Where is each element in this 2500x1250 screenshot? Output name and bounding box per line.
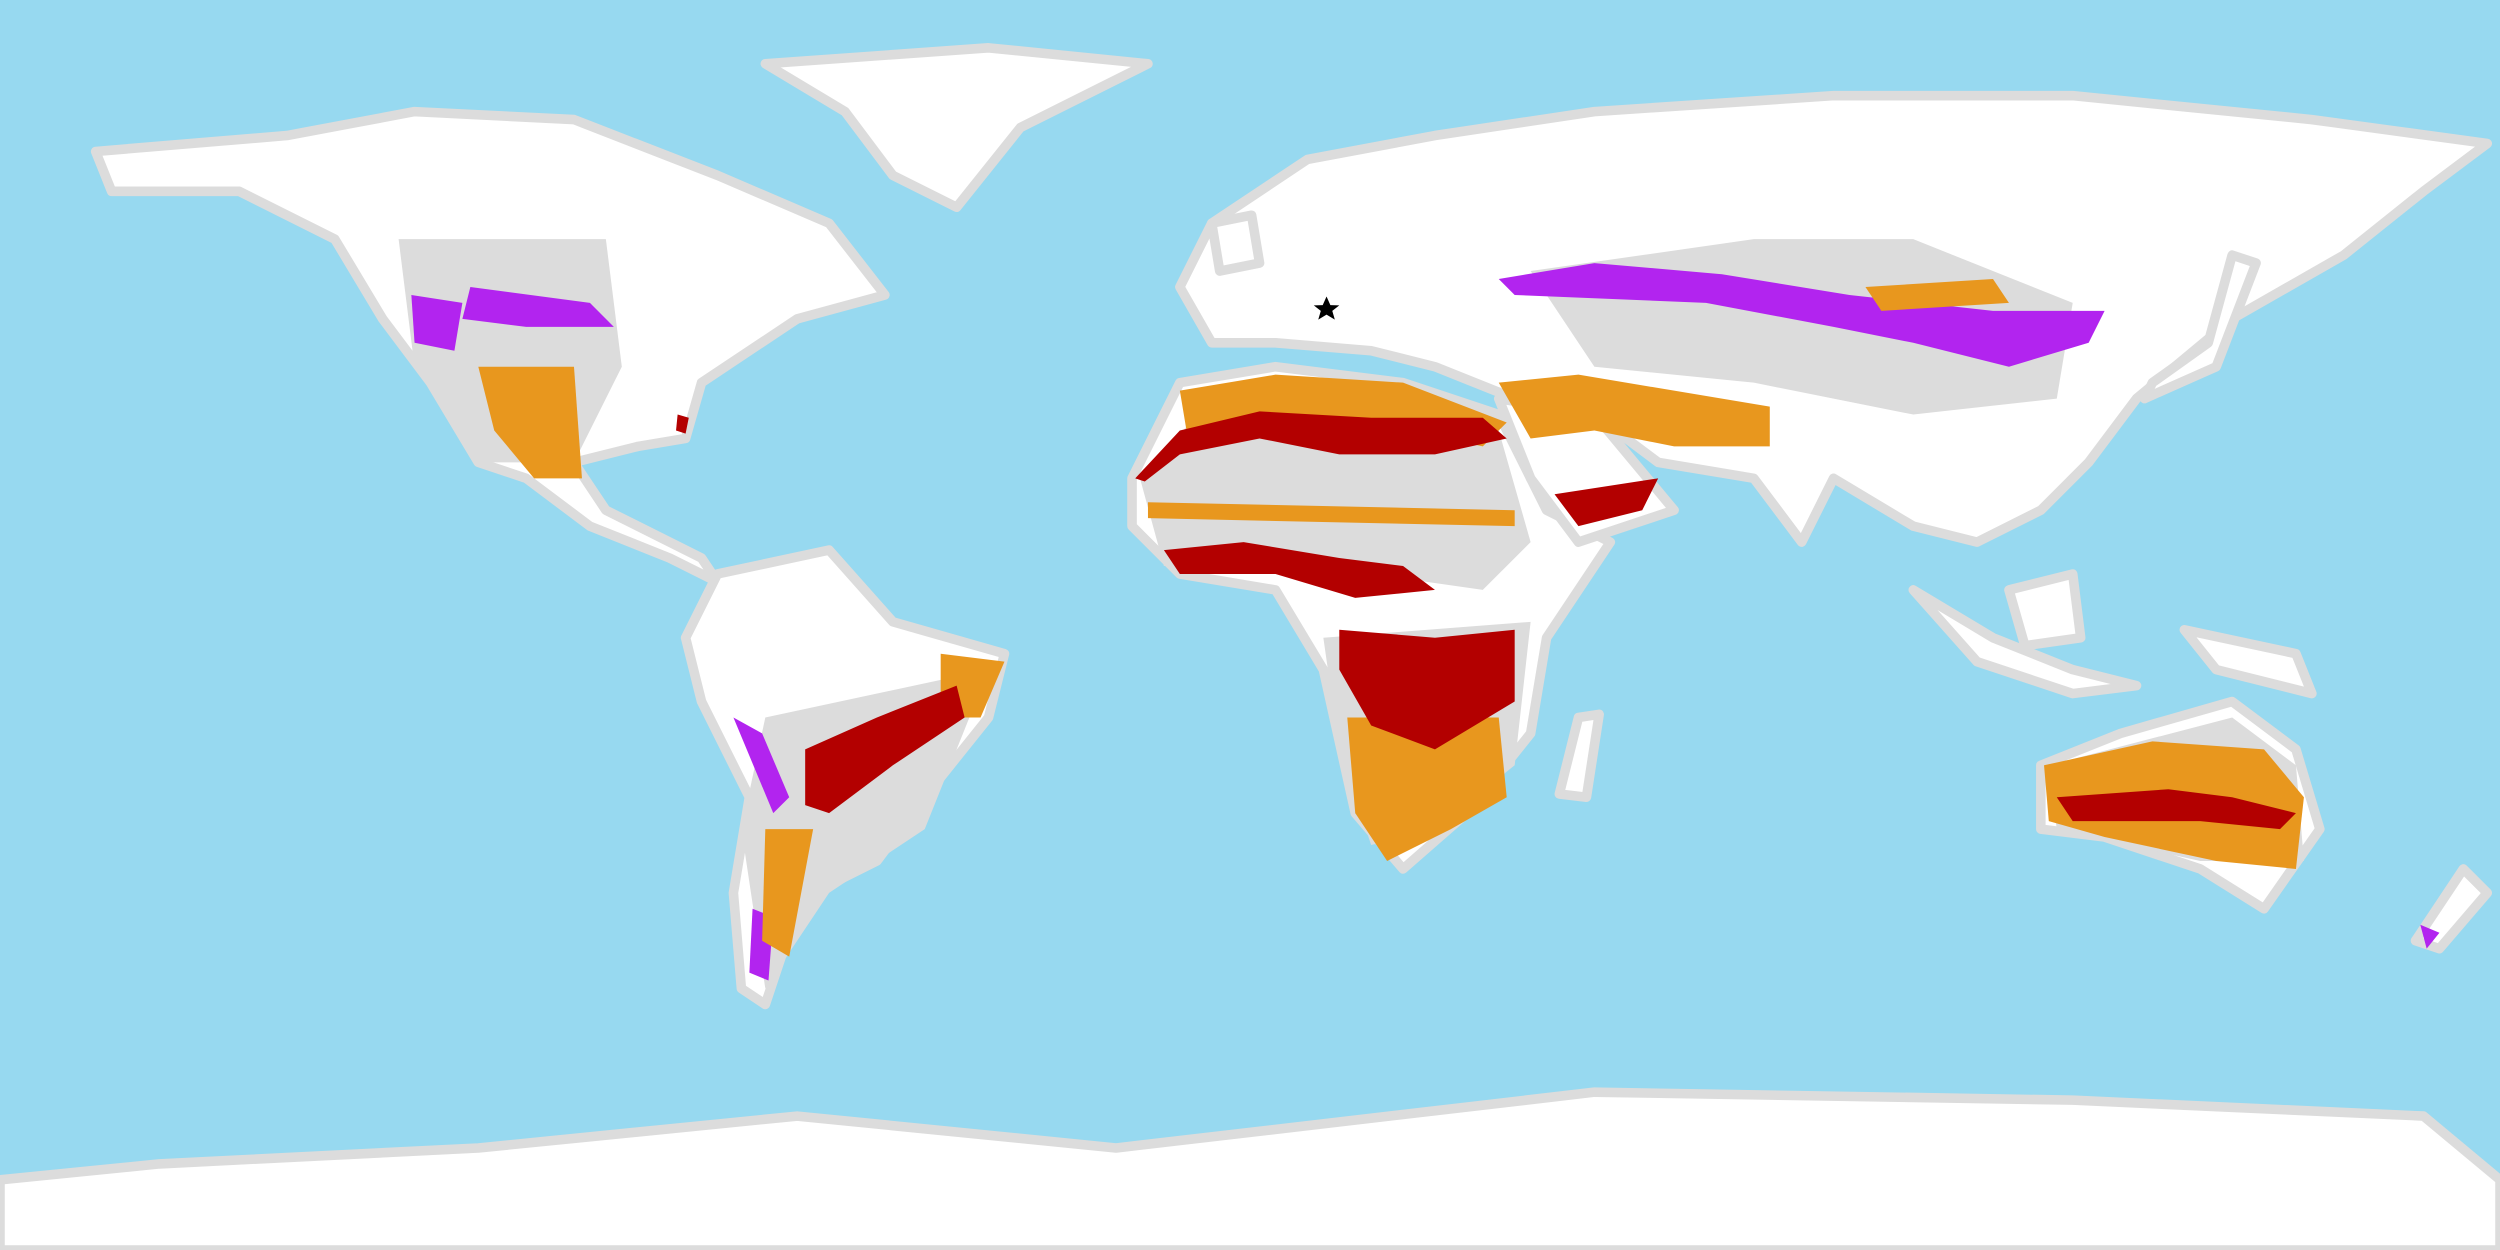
central-africa bbox=[1339, 629, 1515, 750]
sahara-north bbox=[1135, 411, 1507, 482]
argentina bbox=[762, 829, 814, 957]
uk bbox=[1206, 210, 1265, 276]
sahel bbox=[1147, 502, 1515, 527]
madagascar bbox=[1554, 709, 1604, 802]
brazil-red bbox=[805, 685, 965, 814]
mongolia bbox=[1865, 279, 2009, 311]
andes bbox=[733, 717, 790, 814]
sahel-red bbox=[1163, 542, 1435, 598]
southern-africa-or bbox=[1347, 717, 1507, 861]
nz bbox=[2420, 924, 2440, 949]
na-southwest bbox=[478, 366, 582, 479]
antarctica bbox=[0, 1087, 2500, 1250]
map-layer bbox=[0, 43, 2500, 1250]
class-purple bbox=[411, 263, 2440, 981]
na-west bbox=[411, 294, 463, 351]
middle-east bbox=[1498, 374, 1770, 447]
new-guinea bbox=[2179, 625, 2317, 699]
florida bbox=[676, 414, 689, 434]
new-zealand bbox=[2410, 864, 2493, 954]
greenland bbox=[760, 43, 1153, 213]
na-prairie bbox=[462, 286, 614, 327]
location-star bbox=[1313, 296, 1340, 320]
borneo bbox=[2004, 569, 2086, 651]
australia-red bbox=[2056, 789, 2296, 830]
south-america-dry bbox=[741, 669, 989, 989]
japan bbox=[2139, 250, 2261, 404]
eurasia-steppe bbox=[1498, 263, 2105, 367]
indonesia bbox=[1908, 585, 2142, 699]
